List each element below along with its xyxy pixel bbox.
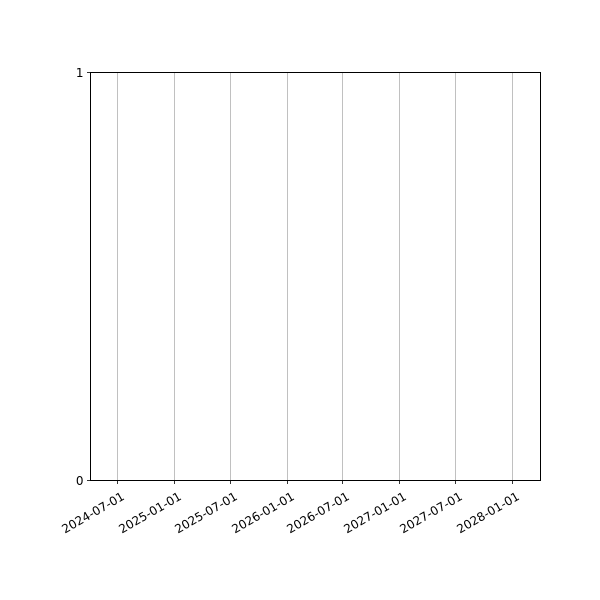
x-tick-label: 2026-07-01 (284, 489, 351, 536)
y-tick-label: 1 (76, 66, 84, 80)
y-axis: 01 (76, 66, 91, 488)
x-axis: 2024-07-012025-01-012025-07-012026-01-01… (59, 480, 522, 536)
x-gridlines (117, 72, 513, 481)
x-tick-label: 2027-07-01 (397, 489, 464, 536)
x-tick-label: 2025-07-01 (172, 489, 239, 536)
x-tick-label: 2024-07-01 (59, 489, 126, 536)
x-tick-label: 2027-01-01 (341, 489, 408, 536)
y-tick-label: 0 (76, 474, 84, 488)
x-tick-label: 2028-01-01 (454, 489, 521, 536)
plot-area-frame (90, 72, 541, 481)
x-tick-label: 2025-01-01 (116, 489, 183, 536)
